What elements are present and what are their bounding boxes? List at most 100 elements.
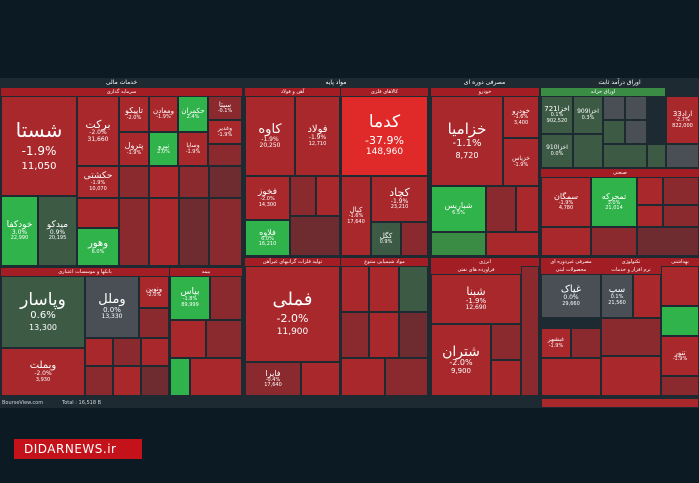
tile-filler-bm[interactable]	[661, 376, 699, 396]
tile-hekmaran[interactable]: حکمران 2.4%	[178, 96, 208, 132]
tile-filler-bg[interactable]	[541, 358, 601, 396]
tile-kadma[interactable]: کدما -37.9% 148,960	[341, 96, 428, 176]
tile-filler-k[interactable]	[290, 176, 316, 216]
tile-filler-w[interactable]	[625, 120, 647, 144]
tile-filler-i[interactable]	[179, 198, 209, 266]
tile-filler-bk[interactable]	[661, 266, 699, 306]
tile-filler-v[interactable]	[603, 120, 625, 144]
tile-kegol[interactable]: کگل 0.9%	[371, 222, 401, 256]
tile-filler-ay[interactable]	[369, 312, 399, 358]
tile-khazamia[interactable]: خزامیا -1.1% 8,720	[431, 96, 503, 186]
tile-shebaris[interactable]: شباریس 6.5%	[431, 186, 486, 232]
tile-kechad[interactable]: کچاد -1.9% 23,210	[371, 176, 428, 222]
tile-fakhouz[interactable]: فخوز -2.0% 14,300	[245, 176, 290, 220]
tile-filler-p[interactable]	[516, 186, 539, 232]
tile-filler-ba[interactable]	[341, 358, 385, 396]
tile-filler-bb[interactable]	[385, 358, 428, 396]
tile-filler-au[interactable]	[341, 266, 369, 312]
tile-filler-az[interactable]	[399, 312, 428, 358]
tile-filler-bl[interactable]	[661, 306, 699, 336]
tile-filler-bj[interactable]	[601, 356, 661, 396]
tile-filler-s[interactable]	[573, 134, 603, 168]
tile-filler-l[interactable]	[316, 176, 340, 216]
tile-filler-aa[interactable]	[637, 177, 663, 205]
tile-filler-bi[interactable]	[601, 318, 661, 356]
tile-kaveh[interactable]: کاوه -1.9% 20,250	[245, 96, 295, 176]
tile-sap[interactable]: سپ 0.1% 21,560	[601, 274, 633, 318]
tile-filler-aq[interactable]	[206, 320, 242, 358]
tile-famli[interactable]: فملی -2.0% 11,900	[245, 266, 340, 362]
tile-filler-ad[interactable]	[663, 205, 699, 227]
tile-vabamelat[interactable]: وبملت -2.0% 3,930	[1, 348, 85, 396]
tile-filler-a[interactable]	[208, 144, 242, 166]
tile-biyas[interactable]: بپاس -1.8% 89,999	[170, 276, 210, 320]
tile-kial[interactable]: کیال -1.6% 17,640	[341, 176, 371, 256]
tile-filler-x[interactable]	[603, 144, 647, 168]
tile-filler-bd[interactable]	[491, 360, 521, 396]
tile-semgan[interactable]: سمگان -1.9% 4,780	[541, 177, 591, 227]
tile-hakeshti[interactable]: حکشتی -1.9% 10,070	[77, 166, 119, 198]
tile-khazias[interactable]: خزیاس -1.9%	[503, 138, 539, 186]
tile-filler-c[interactable]	[149, 166, 179, 198]
tile-vaghadir[interactable]: وغدیر -1.9%	[208, 120, 242, 144]
tile-nirou[interactable]: نیرو 2.0%	[149, 132, 178, 166]
tile-tamhare[interactable]: تمحرکه 3.0% 21,014	[591, 177, 637, 227]
tile-filler-ar[interactable]	[170, 358, 190, 396]
tile-filler-ak[interactable]	[141, 338, 169, 366]
tile-akhza910[interactable]: اخزا910 0.0%	[541, 134, 573, 168]
tile-filler-g[interactable]	[119, 198, 149, 266]
tile-filler-ac[interactable]	[637, 205, 663, 227]
tile-filler-j[interactable]	[209, 198, 242, 266]
tile-filler-ah[interactable]	[139, 308, 169, 338]
tile-petrol[interactable]: پترول -1.9%	[119, 132, 149, 166]
tile-filler-aj[interactable]	[113, 338, 141, 366]
tile-erad33[interactable]: اراد33 -2.7% 822,000	[666, 96, 699, 144]
tile-filler-bh[interactable]	[633, 274, 661, 318]
tile-midko[interactable]: میدکو 0.9% 20,195	[38, 196, 77, 266]
tile-faira[interactable]: فایرا -0.4% 17,640	[245, 362, 301, 396]
tile-filler-bf[interactable]	[571, 328, 601, 358]
tile-akhza909[interactable]: اخزا909 0.3%	[573, 96, 603, 134]
tile-filler-al[interactable]	[85, 366, 113, 396]
tile-filler-y[interactable]	[647, 144, 666, 168]
tile-filler-n[interactable]	[401, 222, 428, 256]
tile-filler-b[interactable]	[119, 166, 149, 198]
tile-shebna[interactable]: شبنا -1.9% 12,690	[431, 274, 521, 324]
tile-filler-av[interactable]	[369, 266, 399, 312]
tile-vamel[interactable]: وملل 0.0% 13,330	[85, 276, 139, 338]
tile-filler-ax[interactable]	[341, 312, 369, 358]
tile-ghshahr[interactable]: غبشهر -1.9%	[541, 328, 571, 358]
tile-filler-af[interactable]	[591, 227, 637, 256]
tile-sita[interactable]: سیتا -0.1%	[208, 96, 242, 120]
tile-filler-t[interactable]	[603, 96, 625, 120]
tile-vaparsar[interactable]: وپاسار 0.6% 13,300	[1, 276, 85, 348]
tile-tanour[interactable]: تنور -1.9%	[661, 336, 699, 376]
tile-filler-e[interactable]	[209, 166, 242, 198]
tile-vamaadan[interactable]: ومعادن -1.9%	[149, 96, 178, 132]
tile-filler-m[interactable]	[290, 216, 340, 256]
tile-filler-ai[interactable]	[85, 338, 113, 366]
tile-vasapa[interactable]: وساپا -1.9%	[178, 132, 208, 166]
tile-vahour[interactable]: وهور 6.0%	[77, 228, 119, 266]
tile-filler-ab[interactable]	[663, 177, 699, 205]
tile-shetran[interactable]: شتران -2.0% 9,900	[431, 324, 491, 396]
tile-fooolad[interactable]: فولاد -1.9% 12,710	[295, 96, 340, 176]
tile-filler-f[interactable]	[77, 198, 119, 228]
tile-filler-h[interactable]	[149, 198, 179, 266]
tile-filler-r[interactable]	[486, 232, 539, 256]
tile-khodkafa[interactable]: خودکفا 3.0% 22,990	[1, 196, 38, 266]
tile-filler-as[interactable]	[190, 358, 242, 396]
tile-folaveh[interactable]: فلاوه 6.0% 16,210	[245, 220, 290, 256]
tile-filler-bc[interactable]	[491, 324, 521, 360]
tile-filler-be[interactable]	[521, 266, 539, 396]
tile-filler-o[interactable]	[486, 186, 516, 232]
tile-akhza721[interactable]: اخزا721 0.1% 902,520	[541, 96, 573, 134]
tile-filler-at[interactable]	[301, 362, 340, 396]
tile-filler-d[interactable]	[179, 166, 209, 198]
tile-filler-q[interactable]	[431, 232, 486, 256]
tile-filler-u[interactable]	[625, 96, 647, 120]
tile-tapikou[interactable]: تاپیکو -2.0%	[119, 96, 149, 132]
tile-filler-am[interactable]	[113, 366, 141, 396]
tile-filler-aw[interactable]	[399, 266, 428, 312]
tile-shasta[interactable]: شستا -1.9% 11,050	[1, 96, 77, 196]
